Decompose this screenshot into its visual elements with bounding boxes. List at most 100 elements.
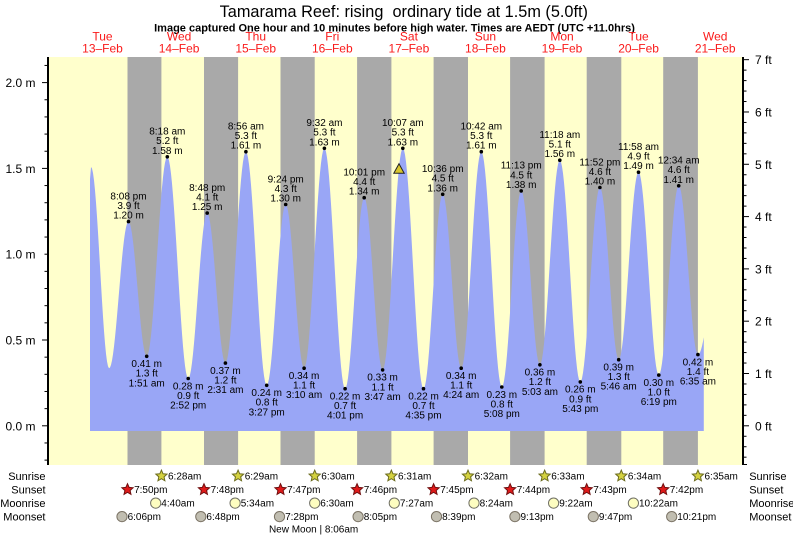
svg-text:1.63 m: 1.63 m bbox=[388, 137, 419, 148]
svg-text:0.33 m: 0.33 m bbox=[367, 373, 398, 384]
svg-text:1:51 am: 1:51 am bbox=[129, 378, 165, 389]
svg-text:20–Feb: 20–Feb bbox=[618, 42, 659, 56]
svg-text:8:24am: 8:24am bbox=[480, 499, 513, 510]
svg-text:1.61 m: 1.61 m bbox=[466, 141, 497, 152]
svg-text:6:34am: 6:34am bbox=[628, 472, 661, 483]
svg-text:New Moon | 8:06am: New Moon | 8:06am bbox=[269, 525, 358, 536]
svg-text:3.9 ft: 3.9 ft bbox=[117, 201, 139, 212]
svg-text:1.3 ft: 1.3 ft bbox=[136, 369, 158, 380]
svg-text:0.36 m: 0.36 m bbox=[525, 368, 556, 379]
svg-text:6:29am: 6:29am bbox=[245, 472, 278, 483]
svg-text:6:28am: 6:28am bbox=[168, 472, 201, 483]
svg-text:Moonset: Moonset bbox=[749, 512, 791, 524]
svg-text:0.26 m: 0.26 m bbox=[565, 385, 596, 396]
svg-text:1.1 ft: 1.1 ft bbox=[450, 381, 472, 392]
svg-text:1.25 m: 1.25 m bbox=[192, 202, 223, 213]
svg-text:0.34 m: 0.34 m bbox=[446, 371, 477, 382]
svg-text:6:32am: 6:32am bbox=[475, 472, 508, 483]
svg-text:1.38 m: 1.38 m bbox=[506, 180, 537, 191]
svg-text:4.1 ft: 4.1 ft bbox=[196, 193, 218, 204]
svg-text:Moonrise: Moonrise bbox=[749, 498, 793, 510]
svg-text:10:42 am: 10:42 am bbox=[460, 122, 502, 133]
svg-text:4:24 am: 4:24 am bbox=[443, 390, 479, 401]
svg-text:5.1 ft: 5.1 ft bbox=[549, 140, 571, 151]
svg-text:1.41 m: 1.41 m bbox=[663, 175, 694, 186]
svg-text:5.3 ft: 5.3 ft bbox=[313, 128, 335, 139]
svg-text:4.3 ft: 4.3 ft bbox=[275, 184, 297, 195]
svg-text:0.42 m: 0.42 m bbox=[683, 357, 714, 368]
svg-text:17–Feb: 17–Feb bbox=[389, 42, 430, 56]
svg-text:9:13pm: 9:13pm bbox=[521, 512, 554, 523]
svg-text:19–Feb: 19–Feb bbox=[542, 42, 583, 56]
svg-text:Tamarama Reef: rising ordinar: Tamarama Reef: rising ordinary tide at 1… bbox=[220, 3, 588, 21]
svg-text:Sun: Sun bbox=[475, 30, 496, 44]
svg-text:0.8 ft: 0.8 ft bbox=[491, 399, 513, 410]
svg-text:0.7 ft: 0.7 ft bbox=[412, 401, 434, 412]
svg-text:0.28 m: 0.28 m bbox=[173, 381, 204, 392]
svg-text:16–Feb: 16–Feb bbox=[312, 42, 353, 56]
svg-text:5:34am: 5:34am bbox=[241, 499, 274, 510]
svg-text:1.5 m: 1.5 m bbox=[5, 162, 35, 176]
svg-text:Mon: Mon bbox=[550, 30, 573, 44]
svg-text:1.56 m: 1.56 m bbox=[545, 149, 576, 160]
svg-text:7:27am: 7:27am bbox=[400, 499, 433, 510]
svg-text:5:46 am: 5:46 am bbox=[601, 382, 637, 393]
svg-text:5.3 ft: 5.3 ft bbox=[235, 131, 257, 142]
svg-text:1.58 m: 1.58 m bbox=[152, 146, 183, 157]
svg-text:4.4 ft: 4.4 ft bbox=[353, 177, 375, 188]
svg-text:8:08 pm: 8:08 pm bbox=[110, 191, 146, 202]
svg-text:1.30 m: 1.30 m bbox=[270, 194, 301, 205]
svg-text:1.40 m: 1.40 m bbox=[585, 177, 616, 188]
svg-text:1.3 ft: 1.3 ft bbox=[608, 372, 630, 383]
svg-text:7:28pm: 7:28pm bbox=[285, 512, 318, 523]
svg-text:18–Feb: 18–Feb bbox=[465, 42, 506, 56]
svg-text:Moonset: Moonset bbox=[3, 512, 45, 524]
svg-text:9:32 am: 9:32 am bbox=[306, 118, 342, 129]
svg-text:Sat: Sat bbox=[400, 30, 419, 44]
svg-text:11:52 pm: 11:52 pm bbox=[579, 157, 620, 168]
svg-text:21–Feb: 21–Feb bbox=[695, 42, 736, 56]
svg-text:1.63 m: 1.63 m bbox=[309, 137, 340, 148]
svg-text:0.7 ft: 0.7 ft bbox=[334, 401, 356, 412]
svg-text:Wed: Wed bbox=[167, 30, 191, 44]
svg-text:6:30am: 6:30am bbox=[320, 499, 353, 510]
svg-text:1 ft: 1 ft bbox=[755, 367, 772, 381]
svg-text:1.49 m: 1.49 m bbox=[623, 161, 654, 172]
svg-text:4.6 ft: 4.6 ft bbox=[589, 167, 611, 178]
svg-text:7:44pm: 7:44pm bbox=[517, 485, 550, 496]
svg-text:Tue: Tue bbox=[628, 30, 649, 44]
svg-text:5 ft: 5 ft bbox=[755, 158, 772, 172]
svg-text:0.5 m: 0.5 m bbox=[5, 334, 35, 348]
svg-text:0.8 ft: 0.8 ft bbox=[256, 398, 278, 409]
svg-text:7:47pm: 7:47pm bbox=[287, 485, 320, 496]
svg-text:10:21pm: 10:21pm bbox=[677, 512, 716, 523]
svg-text:1.1 ft: 1.1 ft bbox=[371, 382, 393, 393]
svg-text:4:01 pm: 4:01 pm bbox=[327, 411, 363, 422]
svg-text:9:24 pm: 9:24 pm bbox=[268, 174, 304, 185]
svg-text:7:43pm: 7:43pm bbox=[593, 485, 626, 496]
svg-text:4:35 pm: 4:35 pm bbox=[405, 411, 441, 422]
svg-text:5.3 ft: 5.3 ft bbox=[470, 131, 492, 142]
svg-text:0.22 m: 0.22 m bbox=[408, 392, 439, 403]
svg-text:5.3 ft: 5.3 ft bbox=[392, 128, 414, 139]
svg-text:6:33am: 6:33am bbox=[551, 472, 584, 483]
svg-text:7:42pm: 7:42pm bbox=[670, 485, 703, 496]
svg-text:0.34 m: 0.34 m bbox=[289, 371, 320, 382]
svg-text:10:01 pm: 10:01 pm bbox=[343, 168, 385, 179]
svg-text:0.39 m: 0.39 m bbox=[603, 363, 634, 374]
svg-text:5.2 ft: 5.2 ft bbox=[156, 136, 178, 147]
svg-text:7:50pm: 7:50pm bbox=[134, 485, 167, 496]
svg-text:0.30 m: 0.30 m bbox=[644, 378, 675, 389]
svg-text:15–Feb: 15–Feb bbox=[235, 42, 276, 56]
svg-text:1.4 ft: 1.4 ft bbox=[687, 367, 709, 378]
svg-text:4.5 ft: 4.5 ft bbox=[510, 170, 532, 181]
svg-text:3:10 am: 3:10 am bbox=[286, 390, 322, 401]
svg-text:0.24 m: 0.24 m bbox=[251, 388, 282, 399]
svg-text:6 ft: 6 ft bbox=[755, 106, 772, 120]
svg-text:6:19 pm: 6:19 pm bbox=[641, 397, 677, 408]
svg-text:6:31am: 6:31am bbox=[398, 472, 431, 483]
svg-text:8:18 am: 8:18 am bbox=[149, 127, 185, 138]
svg-text:4 ft: 4 ft bbox=[755, 210, 772, 224]
svg-text:7:45pm: 7:45pm bbox=[440, 485, 473, 496]
svg-text:8:05pm: 8:05pm bbox=[364, 512, 397, 523]
